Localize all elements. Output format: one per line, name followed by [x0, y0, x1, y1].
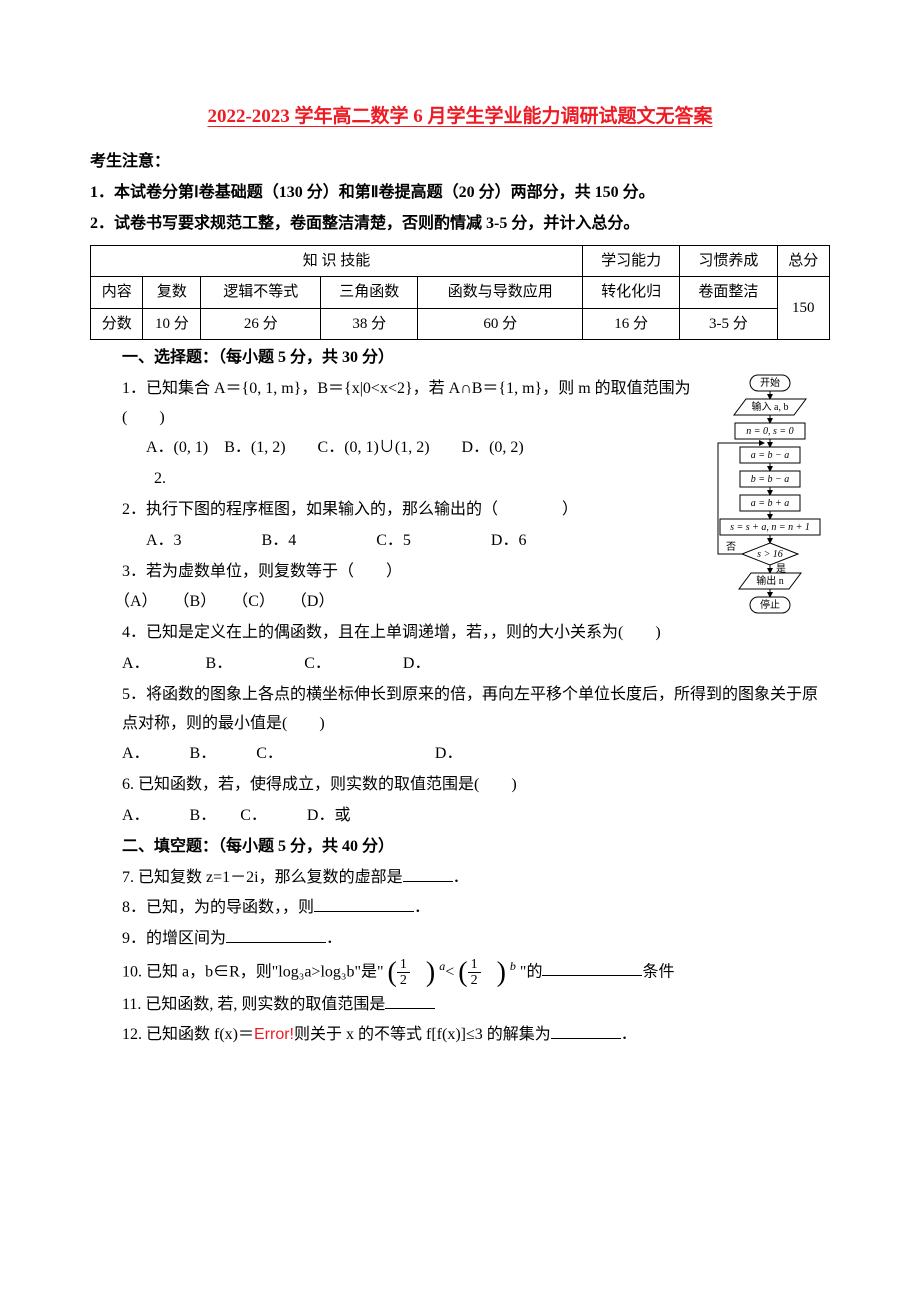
svg-text:s > 16: s > 16: [757, 549, 783, 560]
q10: 10. 已知 a，b∈R，则"log₃a>log₃b"是" (12 ) a< (…: [90, 956, 830, 989]
svg-text:a = b + a: a = b + a: [751, 498, 790, 509]
th-knowledge: 知 识 技能: [91, 245, 583, 277]
cell-score-3: 60 分: [418, 308, 583, 340]
blank: [542, 959, 642, 976]
svg-text:b = b − a: b = b − a: [751, 474, 790, 485]
q12-a: 12. 已知函数 f(x)＝: [122, 1026, 254, 1043]
svg-text:否: 否: [726, 541, 736, 553]
notice-2: 2．试卷书写要求规范工整，卷面整洁清楚，否则酌情减 3-5 分，并计入总分。: [90, 210, 830, 239]
cell-content-5: 卷面整洁: [680, 277, 777, 309]
cell-total: 150: [777, 277, 829, 340]
cell-score-1: 26 分: [201, 308, 321, 340]
cell-content-0: 复数: [143, 277, 201, 309]
doc-title: 2022-2023 学年高二数学 6 月学生学业能力调研试题文无答案: [90, 100, 830, 134]
blank: [551, 1022, 621, 1039]
cell-content-1: 逻辑不等式: [201, 277, 321, 309]
score-table: 知 识 技能 学习能力 习惯养成 总分 内容 复数 逻辑不等式 三角函数 函数与…: [90, 245, 830, 341]
blank: [226, 926, 326, 943]
svg-text:停止: 停止: [760, 598, 780, 611]
cell-content-2: 三角函数: [321, 277, 418, 309]
svg-text:输入 a, b: 输入 a, b: [752, 400, 789, 413]
q10-a: 10. 已知 a，b∈R，则"log₃a>log₃b"是": [122, 963, 384, 980]
svg-text:输出 n: 输出 n: [756, 574, 784, 587]
cell-score-5: 3-5 分: [680, 308, 777, 340]
blank: [385, 992, 435, 1009]
q5-options: A． B． C． D．: [90, 740, 830, 769]
q10-c: 条件: [642, 963, 674, 980]
blank: [314, 895, 414, 912]
th-learn: 学习能力: [583, 245, 680, 277]
q5-stem: 5．将函数的图象上各点的横坐标伸长到原来的倍，再向左平移个单位长度后，所得到的图…: [90, 681, 830, 739]
q12-error: Error!: [254, 1026, 294, 1043]
q11-text: 11. 已知函数, 若, 则实数的取值范围是: [122, 996, 385, 1013]
svg-text:s = s + a, n = n + 1: s = s + a, n = n + 1: [730, 522, 810, 533]
q10-b: "的: [520, 963, 543, 980]
th-habit: 习惯养成: [680, 245, 777, 277]
flowchart: 开始输入 a, b n = 0, s = 0 a = b − a b = b − a a…: [710, 365, 830, 675]
q12-b: 则关于 x 的不等式 f[f(x)]≤3 的解集为: [294, 1026, 551, 1043]
cell-content-3: 函数与导数应用: [418, 277, 583, 309]
q11: 11. 已知函数, 若, 则实数的取值范围是: [90, 991, 830, 1020]
q9-text: 9．的增区间为: [122, 930, 226, 947]
blank: [403, 865, 453, 882]
cell-score-4: 16 分: [583, 308, 680, 340]
q6-options: A． B． C． D．或: [90, 802, 830, 831]
row-content-label: 内容: [91, 277, 143, 309]
q7: 7. 已知复数 z=1－2i，那么复数的虚部是．: [90, 864, 830, 893]
notice-1: 1．本试卷分第Ⅰ卷基础题（130 分）和第Ⅱ卷提高题（20 分）两部分，共 15…: [90, 179, 830, 208]
cell-score-2: 38 分: [321, 308, 418, 340]
row-score-label: 分数: [91, 308, 143, 340]
section2-header: 二、填空题：（每小题 5 分，共 40 分）: [90, 833, 830, 862]
q12: 12. 已知函数 f(x)＝Error!则关于 x 的不等式 f[f(x)]≤3…: [90, 1021, 830, 1050]
q8-text: 8．已知，为的导函数，，则: [122, 899, 314, 916]
q8: 8．已知，为的导函数，，则．: [90, 894, 830, 923]
cell-content-4: 转化化归: [583, 277, 680, 309]
q6-stem: 6. 已知函数，若，使得成立，则实数的取值范围是( ): [90, 771, 830, 800]
q9: 9．的增区间为．: [90, 925, 830, 954]
notice-header: 考生注意：: [90, 148, 830, 177]
svg-text:n = 0, s = 0: n = 0, s = 0: [746, 426, 793, 437]
svg-text:a = b − a: a = b − a: [751, 450, 790, 461]
th-total: 总分: [777, 245, 829, 277]
cell-score-0: 10 分: [143, 308, 201, 340]
q7-text: 7. 已知复数 z=1－2i，那么复数的虚部是: [122, 869, 403, 886]
svg-text:开始: 开始: [760, 376, 780, 389]
